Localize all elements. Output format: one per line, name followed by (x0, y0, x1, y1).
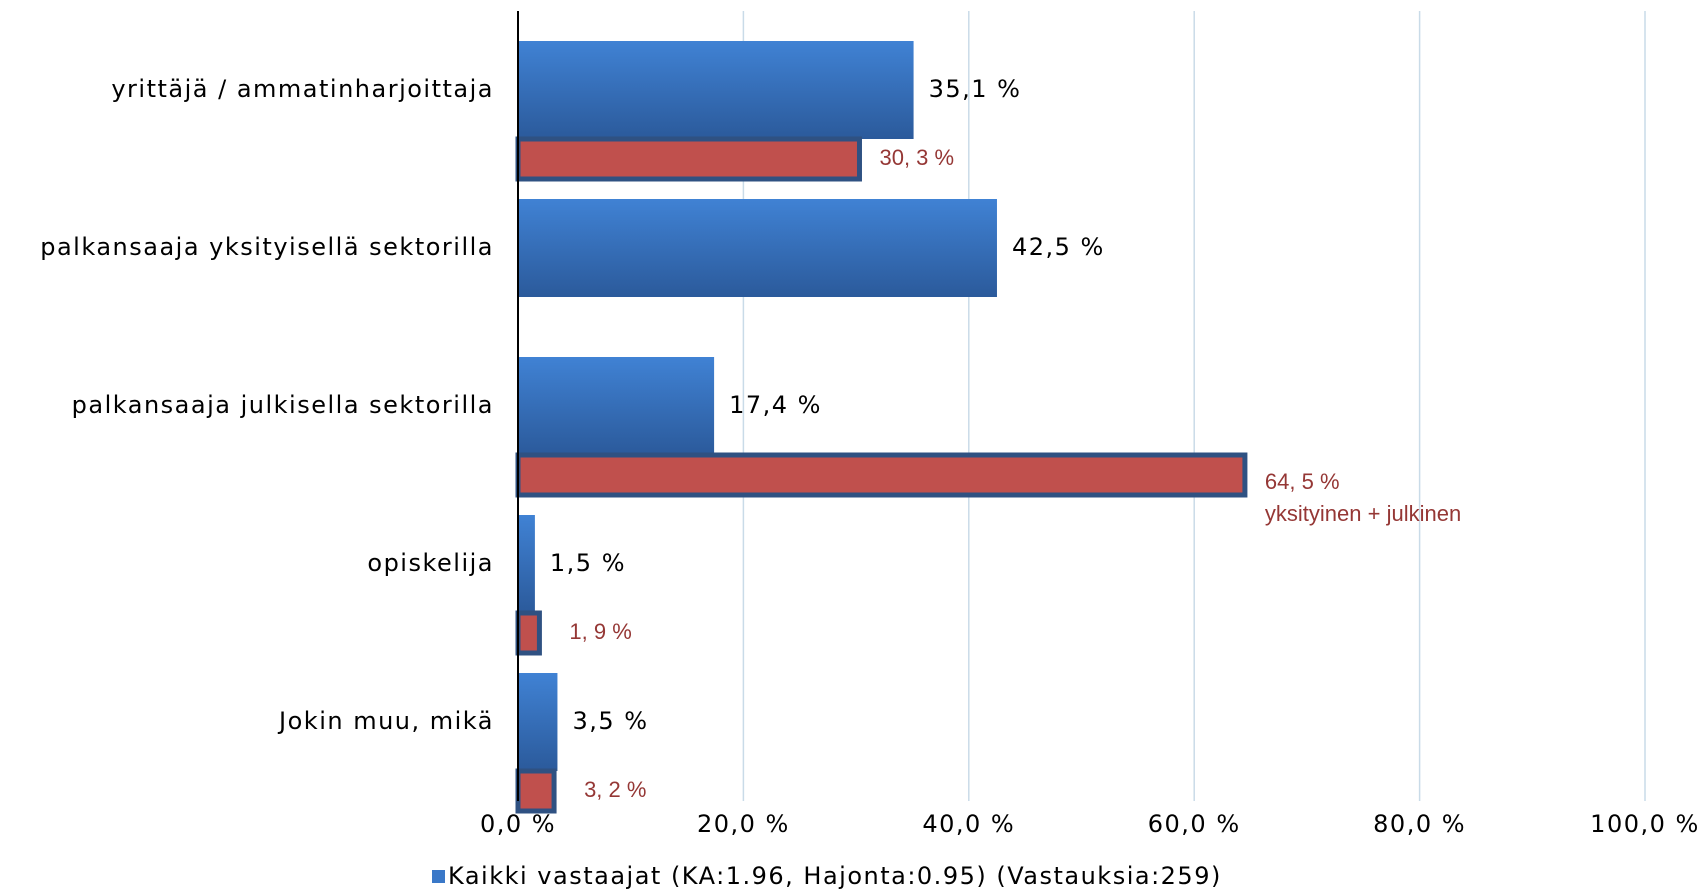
annotation: yksityinen + julkinen (1265, 501, 1461, 526)
bar (518, 515, 535, 613)
bar (515, 610, 542, 656)
y-tick-label: yrittäjä / ammatinharjoittaja (111, 75, 494, 103)
value-label: 30, 3 % (879, 145, 954, 170)
y-tick-label: Jokin muu, mikä (277, 707, 494, 735)
value-label: 3,5 % (572, 707, 648, 735)
bar (518, 199, 997, 297)
x-tick-label: 20,0 % (697, 810, 790, 838)
value-label: 1, 9 % (569, 619, 631, 644)
value-label: 64, 5 % (1265, 469, 1340, 494)
value-label: 35,1 % (929, 75, 1022, 103)
bar (518, 673, 558, 771)
value-label: 1,5 % (550, 549, 626, 577)
y-tick-label: palkansaaja yksityisellä sektorilla (40, 233, 494, 261)
x-tick-label: 60,0 % (1148, 810, 1241, 838)
bar (515, 768, 557, 814)
x-tick-label: 80,0 % (1373, 810, 1466, 838)
y-tick-label: opiskelija (367, 549, 494, 577)
bar (518, 357, 715, 455)
value-label: 17,4 % (729, 391, 822, 419)
bar (518, 41, 914, 139)
value-label: 3, 2 % (584, 777, 646, 802)
legend-label: Kaikki vastaajat (KA:1.96, Hajonta:0.95)… (448, 862, 1222, 890)
bar (515, 136, 862, 182)
x-tick-label: 100,0 % (1590, 810, 1700, 838)
x-tick-label: 40,0 % (922, 810, 1015, 838)
bar (515, 452, 1248, 498)
y-tick-label: palkansaaja julkisella sektorilla (72, 391, 494, 419)
value-label: 42,5 % (1012, 233, 1105, 261)
x-tick-label: 0,0 % (480, 810, 556, 838)
legend-swatch (432, 870, 445, 883)
